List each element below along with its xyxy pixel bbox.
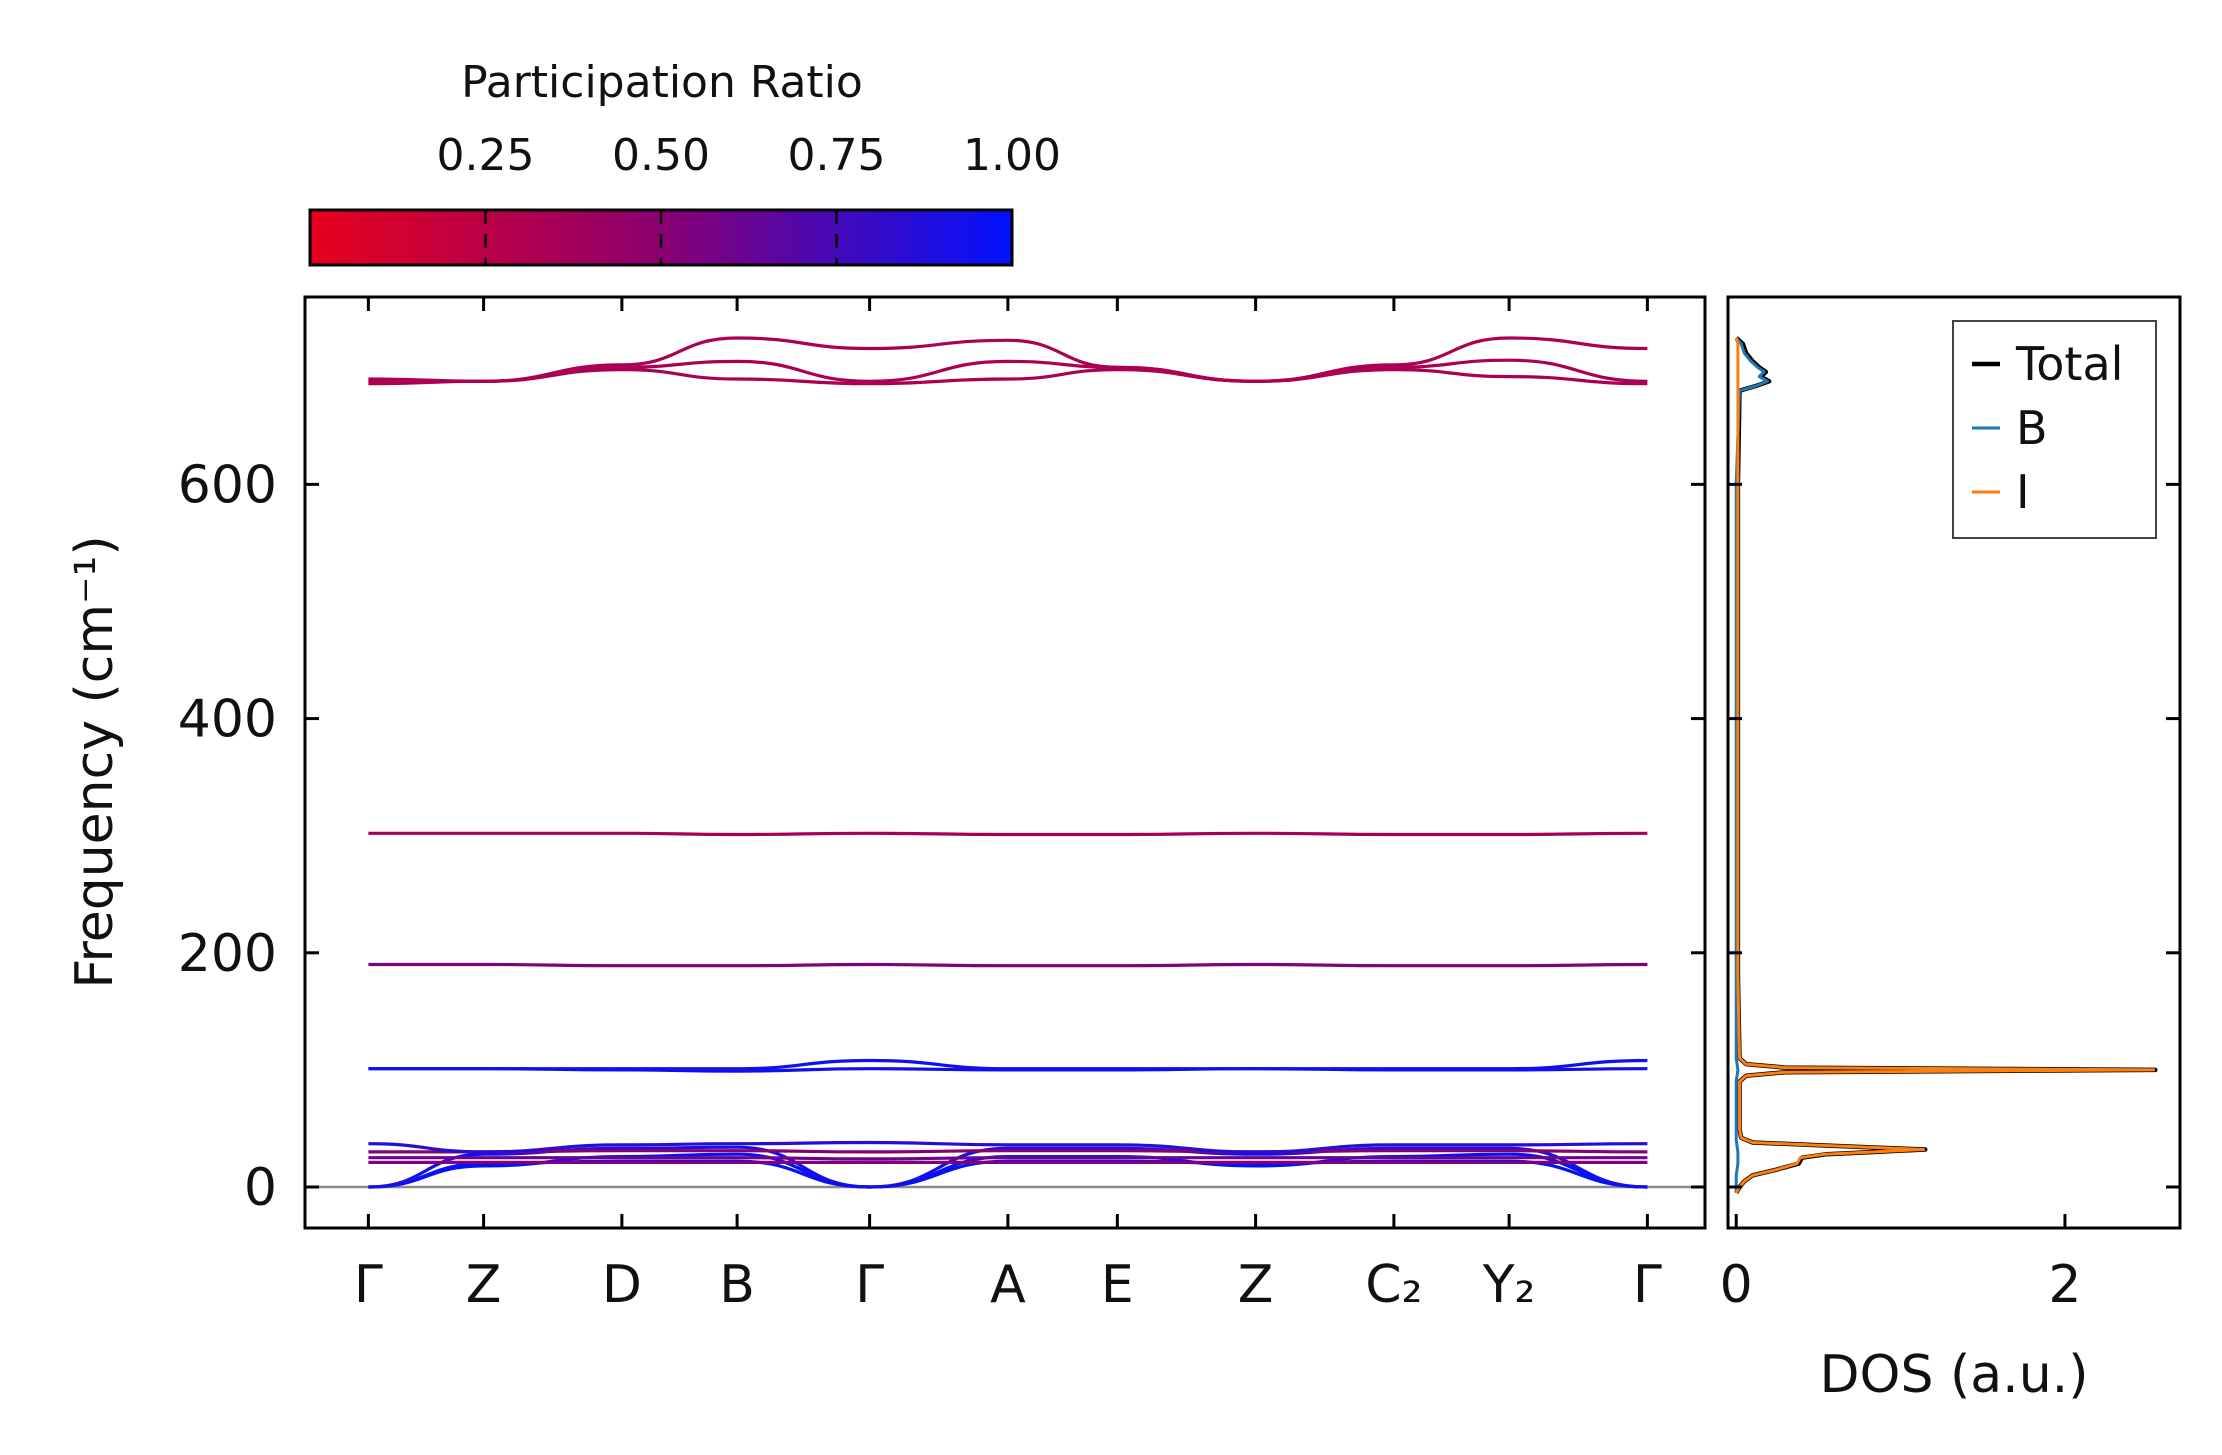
band-line-high-3: [368, 336, 1648, 383]
band-line-optic-30: [368, 1149, 1648, 1154]
kpoint-label: B: [719, 1255, 755, 1315]
colorbar-tick-label: 0.50: [612, 130, 710, 181]
band-line-mid-190: [368, 962, 1648, 968]
band-ytick-label: 400: [178, 690, 277, 750]
kpoint-label: D: [602, 1255, 642, 1315]
colorbar-tick-label: 1.00: [963, 130, 1061, 181]
kpoint-label: Γ: [354, 1255, 383, 1315]
band-line-mid-300: [368, 831, 1648, 837]
band-ytick-label: 200: [178, 924, 277, 984]
dos-x-axis-label: DOS (a.u.): [1820, 1345, 2089, 1405]
band-ytick-label: 600: [178, 455, 277, 515]
colorbar: Participation Ratio 0.25 0.50 0.75 1.00: [308, 57, 1061, 267]
band-panel: 0 200 400 600 Γ Z D B Γ A E Z C₂ Y₂ Γ Frequency (cm⁻¹…: [65, 295, 1707, 1315]
band-line-high-2: [368, 358, 1648, 383]
dos-panel-frame: [1726, 295, 2182, 1230]
band-ytick-label: 0: [244, 1158, 277, 1218]
kpoint-label: Γ: [1633, 1255, 1662, 1315]
kpoint-label: Y₂: [1482, 1255, 1536, 1315]
legend-label-total: Total: [2015, 337, 2123, 391]
band-line-optic-25: [368, 1156, 1648, 1161]
kpoint-label: A: [990, 1255, 1026, 1315]
band-panel-frame: [303, 295, 1707, 1230]
band-line-low-100b: [368, 1058, 1648, 1071]
dos-xtick-label: 2: [2048, 1255, 2081, 1315]
kpoint-label: C₂: [1365, 1255, 1422, 1315]
band-lines: [368, 336, 1648, 1189]
colorbar-tick-label: 0.75: [788, 130, 886, 181]
legend-label-i: I: [2016, 465, 2030, 519]
kpoint-label: E: [1101, 1255, 1134, 1315]
dos-line-i: [1734, 337, 2156, 1194]
kpoint-label: Z: [466, 1255, 502, 1315]
colorbar-ticks: 0.25 0.50 0.75 1.00: [437, 130, 1061, 265]
band-y-ticks: 0 200 400 600: [178, 455, 1705, 1218]
kpoint-label: Z: [1238, 1255, 1274, 1315]
band-line-acoustic-3: [368, 1145, 1648, 1189]
band-line-acoustic-1: [368, 1159, 1648, 1189]
band-x-ticks: Γ Z D B Γ A E Z C₂ Y₂ Γ: [354, 297, 1662, 1315]
kpoint-label: Γ: [855, 1255, 884, 1315]
legend-label-b: B: [2016, 401, 2048, 455]
legend-items: Total BI: [1972, 337, 2123, 519]
colorbar-tick-label: 0.25: [437, 130, 535, 181]
band-y-axis-label: Frequency (cm⁻¹): [65, 535, 125, 988]
dos-y-ticks: [1728, 482, 2180, 1189]
band-line-optic-36: [368, 1140, 1648, 1154]
band-line-high-1: [368, 367, 1648, 386]
colorbar-title: Participation Ratio: [461, 57, 863, 108]
dos-line-b: [1734, 337, 1769, 1193]
dos-xtick-label: 0: [1720, 1255, 1753, 1315]
dos-legend: Total BI: [1952, 320, 2157, 539]
dos-lines: [1734, 336, 2158, 1194]
